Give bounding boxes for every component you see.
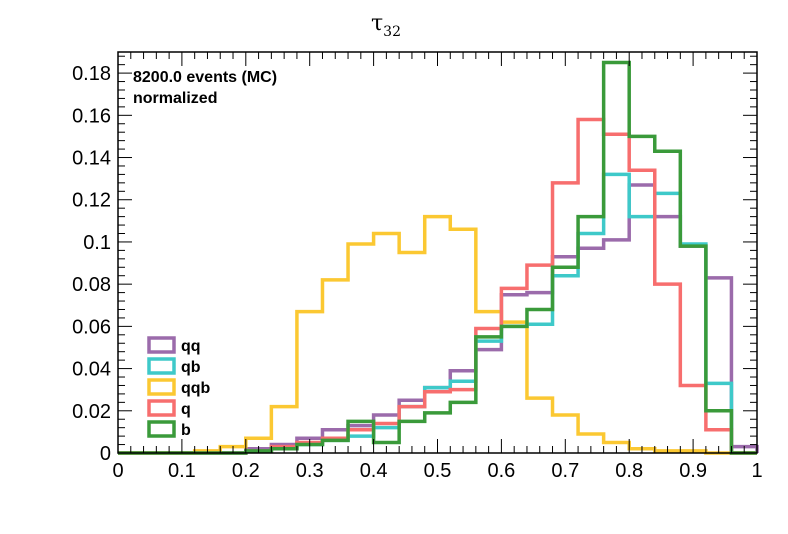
- chart-title: τ32: [371, 11, 401, 40]
- chart-title-main: τ: [371, 11, 383, 36]
- y-tick-label: 0.14: [72, 148, 111, 170]
- y-tick-label: 0.08: [72, 274, 111, 296]
- legend-label-qb: qb: [181, 359, 201, 376]
- legend-label-qq: qq: [181, 338, 201, 355]
- x-tick-label: 0.4: [360, 460, 388, 482]
- legend-entry-q: q: [147, 399, 191, 418]
- x-tick-label: 0.3: [296, 460, 324, 482]
- x-tick-label: 0.6: [487, 460, 515, 482]
- legend-entry-qqb: qqb: [147, 378, 211, 397]
- x-tick-label: 0.1: [168, 460, 196, 482]
- normalized-annotation: normalized: [133, 90, 217, 107]
- y-tick-label: 0.12: [72, 190, 111, 212]
- series-q-step: [118, 117, 757, 455]
- x-tick-label: 0.8: [615, 460, 643, 482]
- x-tick-label: 0: [112, 460, 123, 482]
- legend-entry-qb: qb: [147, 357, 201, 376]
- legend-entry-b: b: [147, 420, 191, 439]
- legend-swatch-q: [147, 399, 176, 417]
- x-tick-label: 0.2: [232, 460, 260, 482]
- y-tick-label: 0.16: [72, 105, 111, 127]
- x-tick-label: 0.7: [551, 460, 579, 482]
- chart-title-subscript: 32: [383, 24, 401, 40]
- legend-label-q: q: [181, 401, 191, 418]
- legend-label-b: b: [181, 422, 191, 439]
- legend-swatch-qqb: [147, 378, 176, 396]
- series-b-step: [118, 60, 757, 455]
- y-tick-label: 0.1: [83, 232, 111, 254]
- x-tick-label: 1: [751, 460, 762, 482]
- legend-swatch-qq: [147, 336, 176, 354]
- legend-label-qqb: qqb: [181, 380, 211, 397]
- x-tick-label: 0.9: [679, 460, 707, 482]
- y-tick-label: 0.06: [72, 316, 111, 338]
- axis-tick-labels: 0 0.1 0.2 0.3 0.4 0.5 0.6 0.7 0.8 0.9 1 0 0.02 0.04 0.…: [72, 63, 763, 482]
- series-qqb-step: [118, 214, 757, 455]
- legend-swatch-b: [147, 420, 176, 438]
- legend-swatch-qb: [147, 357, 176, 375]
- y-tick-label: 0.18: [72, 63, 111, 85]
- legend-entry-qq: qq: [147, 336, 201, 355]
- y-tick-label: 0: [100, 443, 111, 465]
- events-annotation: 8200.0 events (MC): [133, 69, 277, 86]
- y-tick-label: 0.04: [72, 359, 111, 381]
- x-tick-label: 0.5: [424, 460, 452, 482]
- histogram-series: [118, 60, 759, 455]
- axis-ticks: [117, 52, 758, 454]
- y-tick-label: 0.02: [72, 401, 111, 423]
